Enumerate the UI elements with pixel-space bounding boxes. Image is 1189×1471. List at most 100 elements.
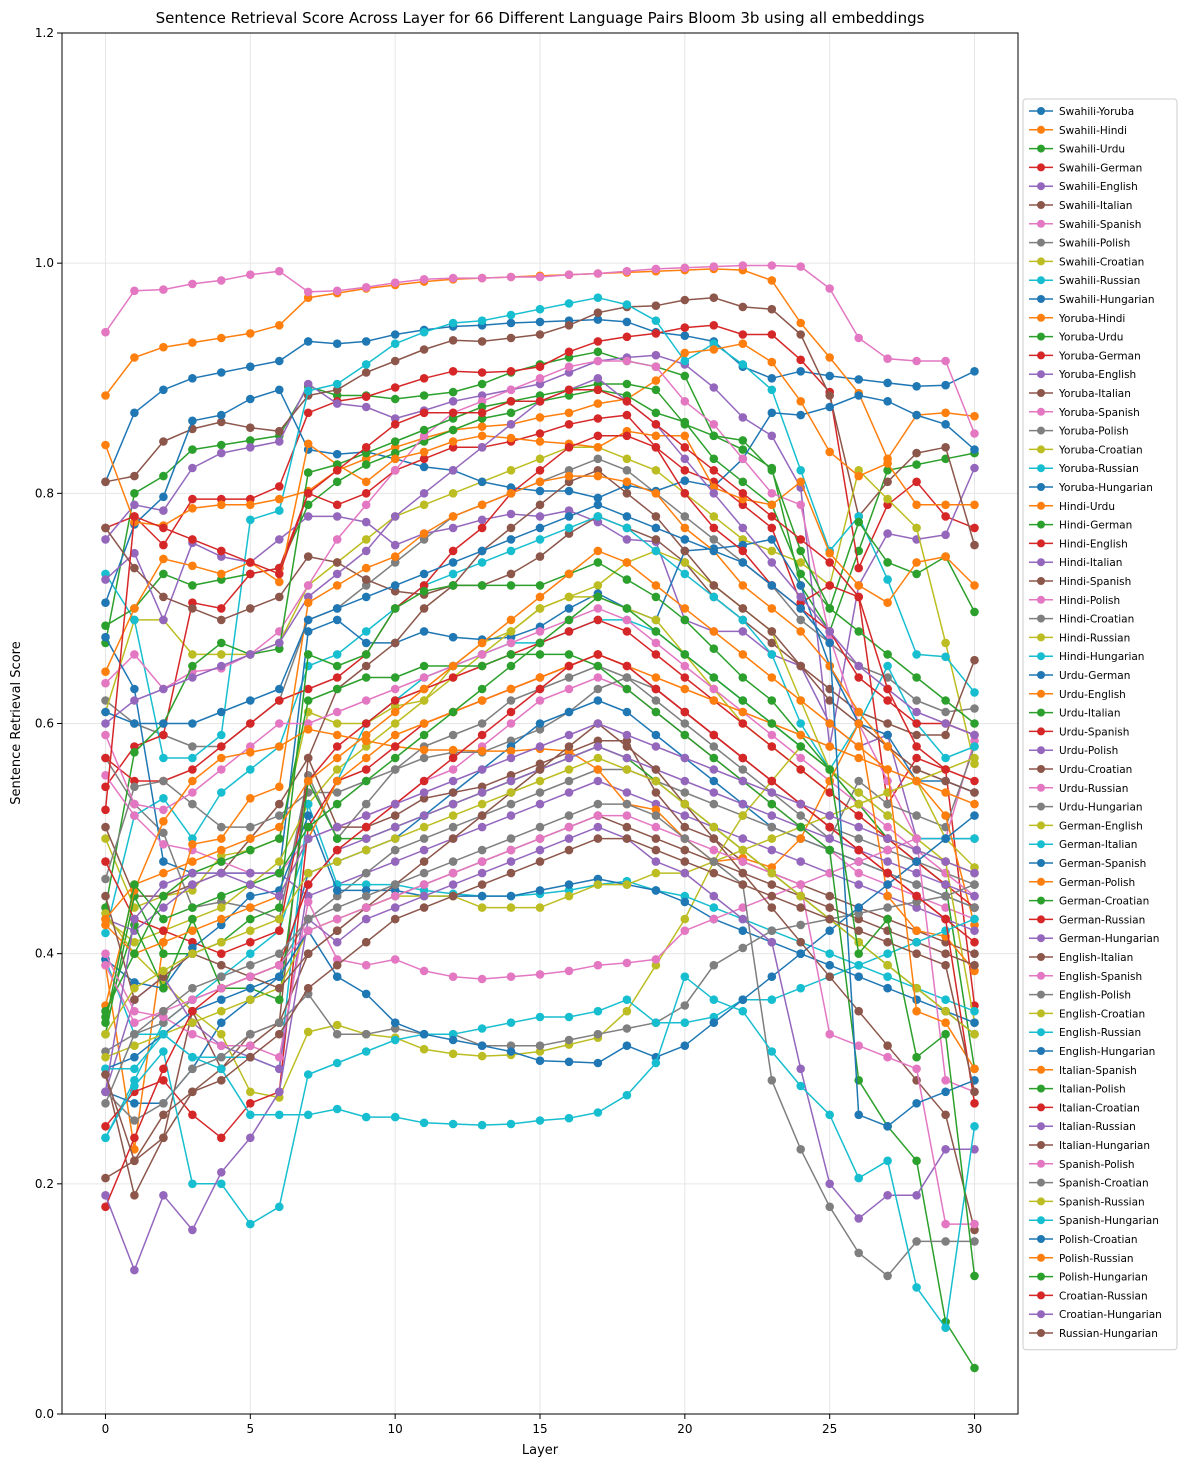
data-point	[275, 1064, 284, 1074]
legend-item: Croatian-Hungarian	[1029, 1309, 1162, 1321]
data-point	[564, 822, 574, 832]
legend-item: Swahili-Russian	[1029, 275, 1140, 287]
data-point	[419, 275, 429, 284]
data-point	[680, 512, 690, 521]
data-point	[506, 420, 516, 429]
data-point	[825, 903, 834, 912]
data-point	[651, 376, 661, 385]
x-tick-label: 10	[388, 1422, 403, 1436]
data-point	[303, 337, 313, 346]
data-point	[217, 1076, 226, 1085]
data-point	[680, 371, 690, 381]
data-point	[941, 380, 950, 390]
data-point	[506, 746, 516, 756]
data-point	[767, 937, 777, 947]
data-point	[564, 834, 574, 843]
legend-label: Russian-Hungarian	[1059, 1328, 1158, 1340]
data-point	[217, 410, 226, 420]
data-point	[159, 592, 168, 602]
data-point	[130, 650, 139, 659]
data-point	[448, 891, 458, 901]
data-point	[303, 439, 313, 449]
legend-item: Yoruba-English	[1029, 369, 1136, 381]
data-point	[246, 436, 255, 445]
data-point	[246, 696, 255, 705]
data-point	[535, 454, 545, 464]
data-point	[767, 500, 777, 510]
data-point	[593, 308, 603, 318]
data-point	[593, 269, 603, 278]
data-point	[217, 742, 226, 751]
data-point	[217, 765, 226, 774]
data-point	[738, 302, 748, 312]
data-point	[390, 730, 400, 740]
data-point	[159, 730, 168, 740]
data-point	[448, 811, 458, 820]
data-point	[419, 1118, 429, 1128]
legend-item: Yoruba-Hungarian	[1029, 482, 1153, 494]
data-point	[680, 604, 690, 613]
data-point	[506, 868, 516, 878]
data-point	[390, 719, 400, 728]
data-point	[709, 868, 719, 878]
data-point	[651, 615, 661, 625]
legend-label: Spanish-Polish	[1059, 1159, 1135, 1171]
data-point	[651, 788, 661, 797]
data-point	[159, 817, 168, 826]
data-point	[101, 1087, 110, 1097]
data-point	[825, 353, 834, 362]
data-point	[912, 811, 921, 820]
legend-marker	[1037, 1253, 1045, 1262]
data-point	[970, 719, 979, 728]
data-point	[275, 482, 284, 491]
data-point	[130, 1018, 139, 1027]
data-point	[854, 880, 863, 889]
data-point	[275, 983, 284, 993]
legend-marker	[1037, 689, 1045, 698]
data-point	[506, 523, 516, 533]
data-point	[738, 436, 748, 445]
legend-item: Urdu-Spanish	[1029, 726, 1129, 738]
data-point	[506, 546, 516, 556]
data-point	[738, 914, 748, 924]
data-point	[130, 1052, 139, 1062]
data-point	[970, 776, 979, 786]
data-point	[217, 857, 226, 866]
data-point	[419, 684, 429, 694]
data-point	[709, 644, 719, 653]
legend-item: Urdu-Russian	[1029, 783, 1128, 795]
data-point	[970, 581, 979, 590]
data-point	[970, 1145, 979, 1154]
data-point	[477, 581, 487, 590]
legend-label: Hindi-Urdu	[1059, 501, 1115, 513]
data-point	[448, 437, 458, 446]
data-point	[796, 880, 805, 889]
data-point	[101, 1191, 110, 1200]
data-point	[796, 811, 805, 820]
y-tick-label: 0.0	[35, 1407, 54, 1421]
data-point	[796, 834, 805, 843]
data-point	[593, 558, 603, 567]
data-point	[246, 394, 255, 404]
data-point	[767, 811, 777, 820]
legend-item: Yoruba-Italian	[1029, 388, 1131, 400]
data-point	[651, 673, 661, 682]
data-point	[564, 1035, 574, 1045]
data-point	[970, 1237, 979, 1246]
data-point	[883, 857, 892, 866]
data-point	[477, 661, 487, 671]
data-point	[303, 408, 313, 418]
data-point	[738, 857, 748, 866]
data-point	[275, 684, 284, 694]
data-point	[159, 753, 168, 763]
data-point	[651, 868, 661, 878]
legend-label: Italian-Russian	[1059, 1121, 1136, 1133]
data-point	[622, 788, 632, 797]
data-point	[361, 891, 371, 901]
data-point	[709, 960, 719, 970]
data-point	[796, 592, 805, 602]
legend-label: Urdu-Croatian	[1059, 764, 1132, 776]
data-point	[188, 1052, 197, 1062]
data-point	[506, 776, 516, 786]
